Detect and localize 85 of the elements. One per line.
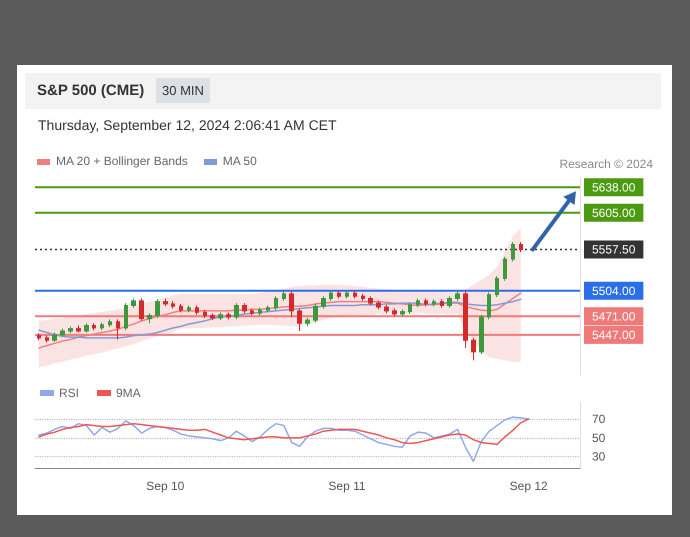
candlestick <box>368 296 373 306</box>
candlestick <box>345 290 349 300</box>
legend-label: 9MA <box>116 386 141 400</box>
candlestick <box>463 290 468 348</box>
candlestick <box>471 337 476 361</box>
candlestick <box>447 296 452 308</box>
y-tick-label: 50 <box>592 430 606 445</box>
candlestick <box>92 322 96 331</box>
candlestick <box>147 312 152 324</box>
candlestick <box>321 296 326 310</box>
candlestick <box>76 325 81 334</box>
candlestick <box>392 308 397 317</box>
candlestick <box>400 308 405 317</box>
legend-label: RSI <box>59 386 80 400</box>
candlestick <box>131 298 136 308</box>
candlestick <box>195 304 199 316</box>
candlestick <box>250 308 254 316</box>
candlestick <box>353 290 357 300</box>
candlestick <box>37 332 41 341</box>
candlestick <box>503 256 507 282</box>
x-tick-label: Sep 12 <box>510 479 548 493</box>
candlestick <box>218 312 223 321</box>
y-tick-label: 30 <box>592 450 606 464</box>
y-tick-label: 70 <box>592 412 606 426</box>
candlestick <box>124 302 128 331</box>
candlestick <box>210 312 215 321</box>
candlestick <box>408 302 412 314</box>
text: 30 MIN <box>156 78 210 103</box>
candlestick <box>289 291 294 318</box>
candlestick <box>424 298 428 307</box>
candlestick <box>337 290 341 300</box>
candlestick <box>108 318 112 328</box>
candlestick <box>329 290 333 302</box>
candlestick <box>155 298 160 318</box>
candlestick <box>416 298 420 308</box>
line-series <box>38 418 530 446</box>
x-tick-label: Sep 11 <box>328 479 366 493</box>
candlestick <box>163 298 168 307</box>
candlestick <box>266 304 270 313</box>
candlestick <box>84 322 89 334</box>
candlestick <box>384 304 389 314</box>
candlestick <box>495 276 499 298</box>
candlestick <box>282 291 286 302</box>
candlestick <box>234 302 239 320</box>
x-tick-label: Sep 10 <box>146 479 185 493</box>
candlestick <box>226 312 231 320</box>
candlestick <box>100 322 104 331</box>
y-tick-label: 5471.00 <box>592 309 636 324</box>
chart-title: S&P 500 (CME) <box>37 82 144 99</box>
y-tick-label: 5504.00 <box>592 284 636 298</box>
candlestick <box>487 292 491 320</box>
candlestick <box>519 242 523 253</box>
candlestick <box>203 310 207 318</box>
candlestick <box>479 314 484 355</box>
y-tick-label: 5557.50 <box>592 242 636 256</box>
line-series <box>38 416 530 462</box>
candlestick <box>187 304 191 313</box>
candlestick <box>242 302 247 314</box>
candlestick <box>171 300 175 310</box>
candlestick <box>376 300 381 310</box>
candlestick <box>179 303 183 313</box>
candlestick <box>68 326 73 334</box>
candlestick <box>258 307 262 316</box>
candlestick <box>440 298 444 308</box>
candlestick <box>432 298 436 307</box>
candlestick <box>45 335 49 344</box>
candlestick <box>274 296 278 311</box>
y-tick-label: 5447.00 <box>592 328 636 342</box>
line-series <box>38 298 522 339</box>
candlestick <box>139 298 144 322</box>
candlestick <box>511 242 515 262</box>
legend-label: MA 20 + Bollinger Bands <box>56 154 188 168</box>
candlestick <box>60 328 65 337</box>
candlestick <box>116 318 120 340</box>
legend-label: MA 50 <box>222 154 257 168</box>
candlestick <box>361 293 365 302</box>
candlestick <box>313 303 318 323</box>
y-tick-label: 5605.00 <box>592 206 636 220</box>
chart-subtitle: Thursday, September 12, 2024 2:06:41 AM CET <box>38 117 337 133</box>
candlestick <box>455 290 460 302</box>
text: Research © 2024 <box>559 157 653 171</box>
candlestick <box>52 332 57 342</box>
candlestick <box>297 308 302 332</box>
y-tick-label: 5638.00 <box>592 180 636 194</box>
candlestick <box>305 317 310 327</box>
